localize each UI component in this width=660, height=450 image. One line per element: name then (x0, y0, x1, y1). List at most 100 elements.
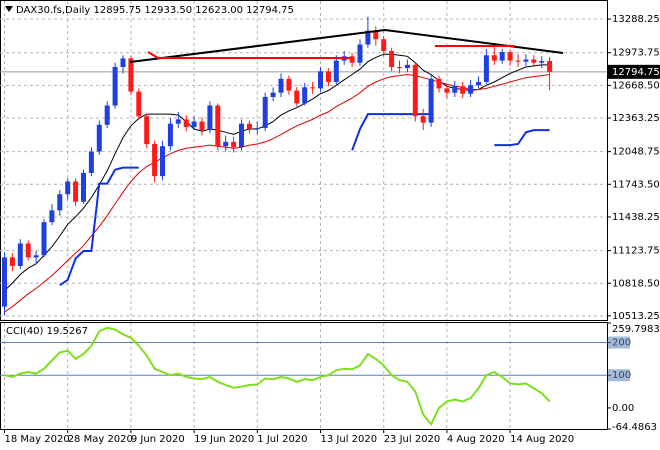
candle-body (460, 86, 466, 94)
candle-body (239, 123, 244, 148)
candle-body (389, 50, 395, 68)
candle-body (381, 39, 387, 51)
last-price-box (608, 64, 660, 79)
candle-body (310, 87, 316, 89)
indicator-line (59, 113, 550, 287)
candle-body (444, 88, 450, 93)
candle-body (499, 52, 505, 61)
y-tick-label: 13288.25 (612, 14, 660, 25)
candle-body (104, 105, 110, 125)
candle-body (436, 78, 442, 89)
candle-body (523, 59, 529, 62)
candle-body (515, 60, 521, 62)
last-price-label: 12794.75 (612, 67, 660, 78)
candle-body (88, 151, 94, 173)
candle-body (65, 181, 71, 195)
x-tick-label: 14 Aug 2020 (510, 434, 574, 445)
x-tick-label: 18 May 2020 (5, 434, 70, 445)
x-tick-label: 4 Aug 2020 (447, 434, 505, 445)
candle-body (73, 181, 79, 202)
candle-body (539, 61, 545, 63)
candle-body (152, 144, 158, 177)
y-tick-label: 12363.25 (612, 113, 660, 124)
candle-body (270, 92, 276, 97)
candle-body (207, 105, 213, 131)
candle-body (491, 55, 497, 61)
level-box (608, 369, 630, 382)
candle-body (120, 58, 126, 68)
indicator-line (4, 53, 550, 291)
x-tick-label: 9 Jun 2020 (131, 434, 185, 445)
cci-line (4, 326, 551, 427)
candle-body (507, 52, 513, 61)
candle-body (302, 87, 308, 104)
candle-body (183, 119, 189, 127)
candle-body (144, 116, 150, 145)
cci-title: CCI(40) 19.5267 (6, 326, 88, 337)
candle-body (365, 30, 371, 45)
y-tick-label: 259.7983 (612, 324, 660, 335)
candle-body (246, 123, 252, 130)
y-tick-label: -64.4863 (612, 422, 657, 433)
candle-body (278, 78, 284, 93)
y-tick-label: 11743.50 (612, 179, 660, 190)
candle-body (49, 210, 55, 223)
candle-body (96, 124, 102, 152)
candle-body (231, 141, 237, 148)
candle-body (254, 127, 260, 130)
candle-body (191, 121, 197, 127)
candle-body (199, 121, 205, 131)
candle-body (397, 67, 402, 69)
x-tick-label: 19 Jun 2020 (194, 434, 254, 445)
candle-body (404, 64, 410, 69)
panel-icon (5, 6, 13, 12)
candle-body (33, 255, 39, 258)
candle-body (128, 58, 134, 92)
x-tick-label: 23 Jul 2020 (384, 434, 441, 445)
candle-body (17, 243, 23, 266)
candle-body (412, 64, 418, 117)
y-tick-label: 12973.75 (612, 48, 660, 59)
candle-body (136, 91, 142, 117)
cci-frame (0, 322, 608, 430)
candle-body (476, 81, 481, 86)
candle-body (420, 116, 426, 123)
candle-body (223, 141, 229, 147)
candle-body (175, 119, 181, 124)
candle-body (112, 67, 118, 106)
candle-body (160, 146, 165, 177)
main-frame (0, 0, 608, 321)
candle-body (25, 243, 31, 258)
y-tick-label: 10513.25 (612, 311, 660, 322)
x-tick-label: 13 Jul 2020 (321, 434, 378, 445)
y-tick-label: 11438.25 (612, 212, 660, 223)
candle-body (357, 44, 363, 63)
level-box (608, 336, 630, 349)
y-tick-label: 12668.50 (612, 80, 660, 91)
candle-body (318, 71, 323, 89)
x-tick-label: 1 Jul 2020 (257, 434, 307, 445)
candle-body (167, 123, 173, 147)
candle-body (325, 71, 331, 82)
candle-body (547, 61, 553, 72)
x-tick-label: 28 May 2020 (68, 434, 133, 445)
candle-body (531, 59, 537, 63)
candle-body (286, 78, 292, 91)
y-tick-label: 10818.50 (612, 278, 660, 289)
chart-title: DAX30.fs,Daily 12895.75 12933.50 12623.0… (16, 5, 294, 16)
candle-body (41, 222, 47, 256)
candle-body (349, 56, 355, 63)
candle-body (294, 90, 300, 104)
y-tick-label: 0.00 (612, 403, 634, 414)
candle-body (468, 85, 474, 94)
resistance-line (147, 51, 350, 59)
candle-body (373, 30, 379, 40)
candle-body (215, 105, 221, 147)
y-tick-label: 11123.75 (612, 246, 660, 257)
indicator-line (4, 73, 550, 313)
candle-body (452, 86, 458, 93)
candle-body (333, 60, 339, 82)
candle-body (428, 78, 434, 123)
candle-body (483, 55, 489, 82)
